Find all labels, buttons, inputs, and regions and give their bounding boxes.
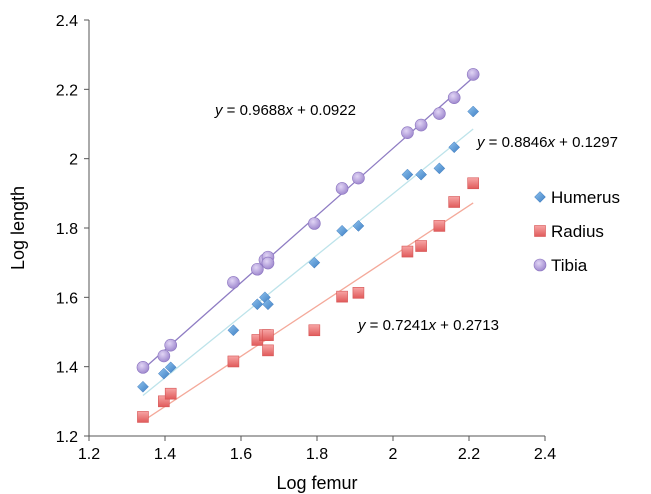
trendline-radius [142,202,474,422]
data-point-radius [262,344,274,357]
trendline-equations: y = 0.8846x + 0.1297 y = 0.7241x + 0.2713… [214,102,618,334]
data-point-tibia [352,171,365,185]
x-tick-label: 2.4 [534,446,556,463]
data-point-tibia [414,118,428,132]
data-point-tibia [157,349,171,363]
data-point-tibia [164,338,177,352]
x-axis-title: Log femur [276,473,357,493]
data-point-tibia [227,276,240,289]
legend-item-humerus: Humerus [534,188,620,207]
data-point-tibia [261,256,275,270]
data-point-radius [401,245,414,258]
data-point-tibia [136,361,150,374]
data-point-tibia [433,107,446,120]
data-point-radius [336,290,348,303]
y-tick-label: 2.4 [56,13,78,30]
data-point-radius [448,196,460,208]
data-point-radius [158,395,170,408]
trendline-humerus [142,128,474,397]
data-point-radius [262,329,274,341]
x-tick-label: 1.8 [306,446,328,463]
x-tick-label: 1.2 [78,446,100,463]
axis-ticks: 1.2 1.4 1.6 1.8 2 2.2 2.4 1.2 1.4 1.6 1.8 2 2.2 2.4 [56,13,556,463]
data-points [136,68,480,423]
data-point-radius [415,240,427,252]
data-point-humerus [137,380,149,393]
y-axis-title: Log length [8,186,28,270]
data-point-radius [467,177,479,190]
y-tick-label: 2 [69,152,78,169]
data-point-humerus [308,256,321,269]
data-point-tibia [251,262,264,276]
equation-tibia: y = 0.9688x + 0.0922 [214,102,356,119]
legend-item-tibia: Tibia [533,256,588,275]
legend: Humerus Radius Tibia [533,188,620,275]
data-point-humerus [352,220,365,232]
data-point-tibia [447,91,461,104]
legend-marker-tibia [533,258,547,272]
data-point-humerus [164,361,177,374]
data-point-humerus [336,224,348,237]
data-point-radius [227,355,240,368]
data-point-radius [433,220,446,232]
data-point-radius [137,411,149,423]
data-point-humerus [401,168,414,181]
x-tick-label: 1.4 [154,446,176,463]
x-tick-label: 2.2 [458,446,480,463]
data-point-tibia [335,182,349,195]
data-point-humerus [262,298,274,311]
y-tick-label: 2.2 [56,82,78,99]
y-tick-label: 1.8 [56,221,78,238]
data-point-humerus [227,324,240,337]
data-point-radius [308,324,321,337]
legend-label: Tibia [551,256,588,275]
data-point-humerus [467,105,480,118]
x-tick-label: 2 [389,446,398,463]
equation-humerus: y = 0.8846x + 0.1297 [476,134,618,151]
legend-item-radius: Radius [534,222,604,241]
y-tick-label: 1.2 [56,429,78,446]
data-point-radius [164,387,177,400]
data-point-tibia [401,126,414,139]
data-point-humerus [448,141,461,154]
legend-marker-radius [534,225,546,237]
x-tick-label: 1.6 [230,446,252,463]
legend-label: Humerus [551,188,620,207]
equation-radius: y = 0.7241x + 0.2713 [357,317,499,334]
data-point-humerus [415,168,427,181]
data-point-humerus [251,298,264,311]
data-point-radius [352,287,365,299]
data-point-humerus [433,162,446,175]
y-tick-label: 1.4 [56,360,78,377]
data-point-tibia [466,68,480,81]
data-point-tibia [308,217,321,230]
legend-marker-humerus [534,191,546,203]
legend-label: Radius [551,222,604,241]
data-point-humerus [158,367,170,380]
y-tick-label: 1.6 [56,290,78,307]
